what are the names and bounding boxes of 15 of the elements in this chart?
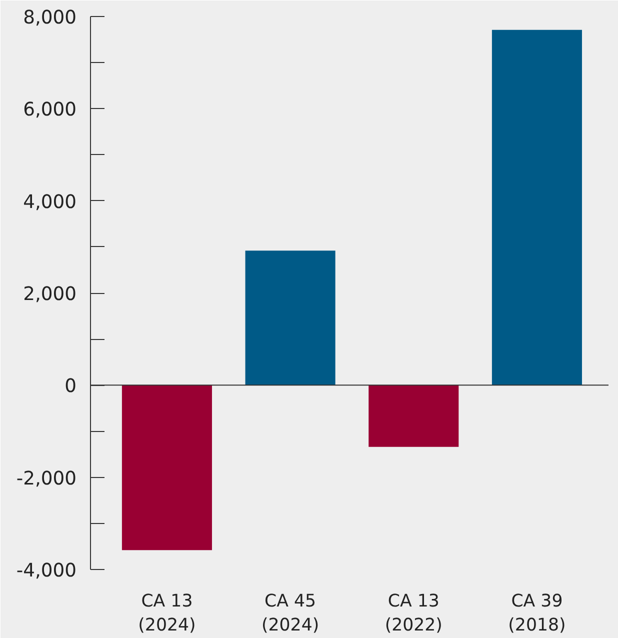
y-tick-label: 4,000 — [23, 192, 77, 213]
y-tick-label: 2,000 — [23, 284, 77, 305]
x-tick-label: CA 39 (2018) — [508, 592, 566, 636]
y-tick-label: -2,000 — [16, 468, 77, 490]
y-tick-label: -4,000 — [16, 560, 77, 582]
bar — [492, 30, 582, 386]
y-tick-label: 8,000 — [23, 8, 77, 28]
bar — [245, 250, 336, 386]
x-tick-label: CA 45 (2024) — [261, 592, 320, 636]
y-tick-label: 0 — [64, 376, 77, 398]
y-tick-label: 6,000 — [23, 100, 77, 121]
bar — [368, 385, 459, 447]
bar — [122, 385, 212, 550]
x-tick-label: CA 13 (2024) — [138, 592, 196, 636]
x-tick-label: CA 13 (2022) — [384, 592, 442, 636]
